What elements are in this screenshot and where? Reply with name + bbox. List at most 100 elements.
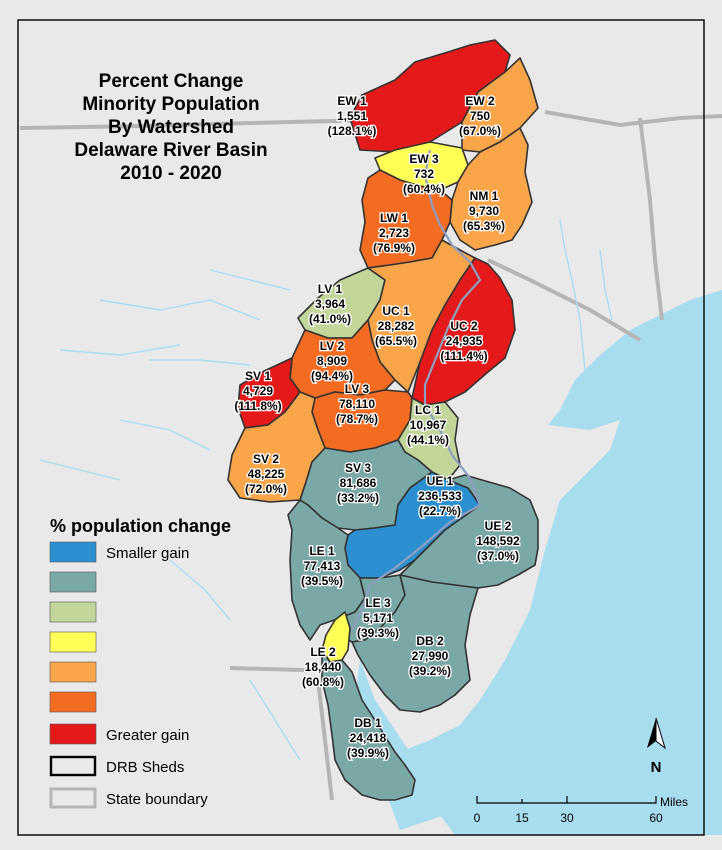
legend-state-label: State boundary <box>106 791 208 808</box>
label-lc1: LC 110,967(44.1%) <box>406 402 451 449</box>
svg-text:750: 750 <box>470 109 490 123</box>
svg-text:(37.0%): (37.0%) <box>477 549 519 563</box>
legend: % population change Smaller gain Greater… <box>49 516 231 809</box>
svg-text:(33.2%): (33.2%) <box>337 491 379 505</box>
north-arrow: N <box>647 717 666 776</box>
legend-swatch-3 <box>49 601 97 623</box>
svg-text:(67.0%): (67.0%) <box>459 124 501 138</box>
title-line-5: 2010 - 2020 <box>120 163 221 184</box>
label-uc1: UC 128,282(65.5%) <box>374 303 419 350</box>
svg-text:(94.4%): (94.4%) <box>311 369 353 383</box>
svg-text:LV 3: LV 3 <box>345 382 370 396</box>
svg-text:UC 1: UC 1 <box>382 304 410 318</box>
rivers <box>39 219 613 761</box>
svg-text:SV 2: SV 2 <box>253 452 279 466</box>
scale-tick-0: 0 <box>474 811 481 825</box>
svg-text:(22.7%): (22.7%) <box>419 504 461 518</box>
svg-text:(39.2%): (39.2%) <box>409 664 451 678</box>
svg-text:5,171: 5,171 <box>363 611 393 625</box>
state-boundaries <box>19 110 722 801</box>
svg-text:732: 732 <box>414 167 434 181</box>
svg-text:(60.8%): (60.8%) <box>302 675 344 689</box>
svg-text:SV 1: SV 1 <box>245 369 271 383</box>
legend-swatch-greater <box>49 723 97 745</box>
delaware-river <box>351 149 482 631</box>
svg-text:(65.5%): (65.5%) <box>375 334 417 348</box>
svg-text:LW 1: LW 1 <box>380 211 408 225</box>
label-lv3: LV 378,110(78.7%) <box>335 381 380 428</box>
svg-text:4,729: 4,729 <box>243 384 273 398</box>
svg-text:LE 3: LE 3 <box>365 596 391 610</box>
svg-text:(65.3%): (65.3%) <box>463 219 505 233</box>
legend-swatch-smaller <box>49 541 97 563</box>
label-nm1: NM 19,730(65.3%) <box>462 188 507 235</box>
label-ew1: EW 11,551(128.1%) <box>326 93 377 140</box>
legend-sheds-label: DRB Sheds <box>106 759 184 776</box>
long-island-sound <box>560 290 722 410</box>
svg-text:81,686: 81,686 <box>340 476 377 490</box>
svg-text:EW 2: EW 2 <box>465 94 495 108</box>
shed-uc2 <box>411 257 516 406</box>
title-line-4: Delaware River Basin <box>74 140 267 161</box>
legend-smaller-label: Smaller gain <box>106 545 189 562</box>
svg-text:(111.8%): (111.8%) <box>234 399 281 413</box>
label-le3: LE 35,171(39.3%) <box>356 595 401 642</box>
svg-text:EW 3: EW 3 <box>409 152 439 166</box>
svg-text:EW 1: EW 1 <box>337 94 367 108</box>
svg-text:(41.0%): (41.0%) <box>309 312 351 326</box>
svg-text:UE 1: UE 1 <box>427 474 454 488</box>
legend-title: % population change <box>50 516 231 536</box>
svg-text:27,990: 27,990 <box>412 649 449 663</box>
map-title: Percent Change Minority Population By Wa… <box>74 71 267 184</box>
shed-db2 <box>351 574 479 713</box>
svg-text:(72.0%): (72.0%) <box>245 482 287 496</box>
label-sv1: SV 14,729(111.8%) <box>233 368 283 415</box>
svg-text:UC 2: UC 2 <box>450 319 478 333</box>
svg-text:24,935: 24,935 <box>446 334 483 348</box>
north-arrow-right <box>655 717 666 750</box>
legend-swatch-6 <box>49 691 97 713</box>
svg-text:SV 3: SV 3 <box>345 461 371 475</box>
label-lw1: LW 12,723(76.9%) <box>372 210 417 257</box>
shed-db1 <box>321 649 416 801</box>
shed-nm1 <box>449 127 533 251</box>
legend-sheds-swatch <box>49 755 97 777</box>
svg-text:UE 2: UE 2 <box>485 519 512 533</box>
label-lv2: LV 28,909(94.4%) <box>310 338 355 385</box>
atlantic-ocean <box>405 305 722 835</box>
label-sv3: SV 381,686(33.2%) <box>336 460 381 507</box>
label-le1: LE 177,413(39.5%) <box>300 543 345 590</box>
svg-text:9,730: 9,730 <box>469 204 499 218</box>
svg-text:(39.9%): (39.9%) <box>347 746 389 760</box>
svg-text:24,418: 24,418 <box>350 731 387 745</box>
svg-text:236,533: 236,533 <box>418 489 462 503</box>
svg-text:(39.3%): (39.3%) <box>357 626 399 640</box>
label-uc2: UC 224,935(111.4%) <box>439 318 489 365</box>
svg-text:10,967: 10,967 <box>410 418 447 432</box>
svg-text:DB 1: DB 1 <box>354 716 382 730</box>
svg-text:LV 1: LV 1 <box>318 282 343 296</box>
scale-tick-15: 15 <box>515 811 529 825</box>
legend-greater-label: Greater gain <box>106 727 189 744</box>
scale-bar: 0 15 30 60 Miles <box>474 795 688 825</box>
north-arrow-left <box>647 718 656 748</box>
title-line-2: Minority Population <box>82 94 259 115</box>
label-db2: DB 227,990(39.2%) <box>408 633 453 680</box>
svg-text:(111.4%): (111.4%) <box>440 349 487 363</box>
svg-text:LV 2: LV 2 <box>320 339 345 353</box>
label-db1: DB 124,418(39.9%) <box>346 715 391 762</box>
svg-text:(78.7%): (78.7%) <box>336 412 378 426</box>
svg-text:(39.5%): (39.5%) <box>301 574 343 588</box>
svg-text:NM 1: NM 1 <box>470 189 499 203</box>
label-lv1: LV 13,964(41.0%) <box>308 281 353 328</box>
svg-text:1,551: 1,551 <box>337 109 367 123</box>
legend-state-swatch <box>49 787 97 809</box>
svg-text:148,592: 148,592 <box>476 534 520 548</box>
scale-unit: Miles <box>660 795 688 809</box>
title-line-3: By Watershed <box>108 117 234 138</box>
svg-text:18,440: 18,440 <box>305 660 342 674</box>
svg-text:LE 2: LE 2 <box>310 645 336 659</box>
